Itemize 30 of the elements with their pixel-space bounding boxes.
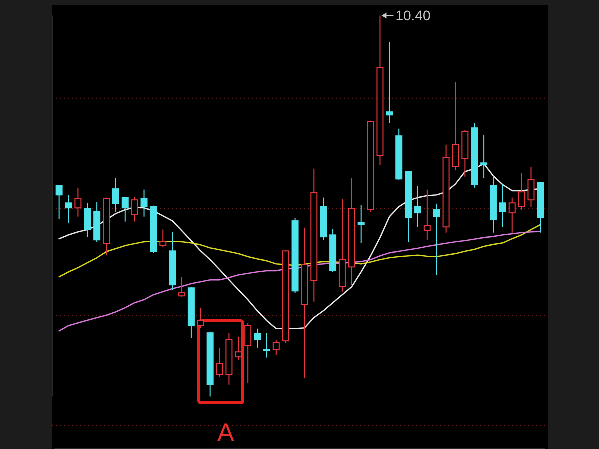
annotation: 10.40 xyxy=(396,8,431,24)
candlestick xyxy=(160,229,167,248)
candlestick xyxy=(424,189,431,241)
candlestick xyxy=(358,204,365,244)
candlestick xyxy=(518,172,526,211)
candlestick xyxy=(140,189,148,218)
candlestick xyxy=(386,41,394,124)
candlestick xyxy=(433,203,440,276)
candlestick xyxy=(56,186,63,220)
candlestick xyxy=(235,336,242,361)
candlestick xyxy=(122,196,129,222)
candlestick xyxy=(244,322,252,384)
candlestick xyxy=(528,166,535,208)
candlestick xyxy=(197,307,204,329)
candlestick xyxy=(216,347,224,378)
text: A xyxy=(218,419,235,447)
candlestick xyxy=(131,196,138,222)
candlestick xyxy=(414,186,422,228)
candlestick xyxy=(65,194,72,224)
candlestick xyxy=(508,197,516,234)
candlestick xyxy=(480,134,488,179)
candlestick xyxy=(178,276,186,298)
candlestick xyxy=(272,339,280,356)
candlestick xyxy=(84,202,92,238)
candlestick xyxy=(112,178,120,212)
candlestick xyxy=(452,81,460,171)
candlestick xyxy=(254,328,262,348)
candlestick xyxy=(263,332,270,358)
candlestick xyxy=(74,187,82,218)
candlestick xyxy=(499,184,506,228)
